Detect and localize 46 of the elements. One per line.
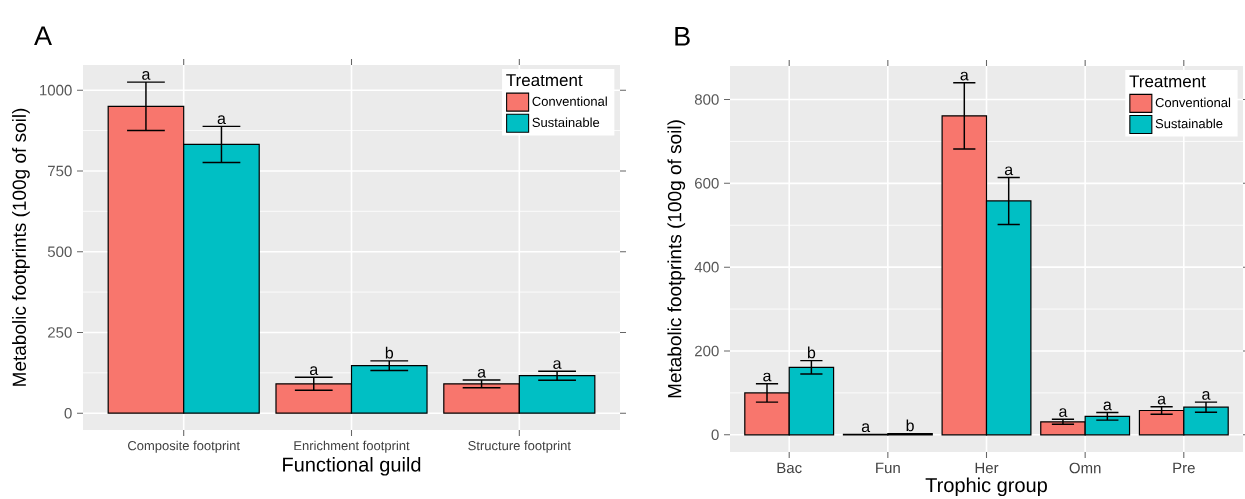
data-label: a: [861, 423, 871, 433]
y-tick-label: 0: [64, 407, 72, 419]
legend-label: Conventional: [532, 96, 607, 106]
y-tick-label: 250: [48, 327, 72, 338]
legend-label: Sustainable: [1155, 118, 1223, 129]
y-tick-label: 750: [48, 165, 72, 177]
legend-title: Treatment: [1129, 75, 1206, 88]
y-tick-label: 500: [47, 246, 72, 257]
data-label: b: [385, 346, 394, 359]
data-label: a: [1202, 391, 1211, 400]
y-tick-label: 0: [711, 429, 719, 441]
y-axis-title: Metabolic footprints (100g of soil): [12, 108, 30, 386]
legend-title: Treatment: [506, 74, 583, 87]
chart-title: A: [34, 26, 52, 45]
data-label: a: [142, 71, 151, 80]
legend-label: Conventional: [1155, 97, 1231, 108]
y-axis-title: Metabolic footprints (100g of soil): [667, 120, 686, 398]
data-label: a: [217, 115, 226, 125]
data-label: a: [553, 360, 562, 369]
y-tick-label: 400: [694, 261, 719, 273]
data-label: a: [763, 372, 772, 382]
x-tick-label: Structure footprint: [468, 440, 571, 453]
x-tick-label: Pre: [1173, 462, 1195, 474]
x-tick-label: Enrichment footprint: [294, 440, 410, 453]
y-tick-label: 800: [694, 94, 719, 105]
data-label: a: [1004, 166, 1014, 176]
data-label: a: [1059, 408, 1068, 418]
data-label: a: [477, 368, 486, 378]
data-label: b: [807, 346, 816, 359]
x-tick-label: Composite footprint: [128, 440, 240, 453]
legend-label: Sustainable: [532, 117, 600, 128]
data-label: a: [309, 366, 319, 376]
y-tick-label: 200: [695, 345, 719, 357]
data-label: a: [1157, 395, 1167, 405]
chart-title: B: [675, 26, 690, 46]
data-label: a: [960, 71, 969, 81]
x-tick-label: Bac: [777, 462, 802, 474]
data-label: a: [1103, 401, 1112, 411]
x-axis-title: Trophic group: [925, 477, 1047, 497]
y-tick-label: 1000: [40, 84, 72, 96]
x-tick-label: Omn: [1069, 462, 1101, 474]
x-tick-label: Fun: [876, 462, 900, 474]
y-tick-label: 600: [695, 178, 719, 189]
x-axis-title: Functional guild: [283, 456, 421, 476]
x-tick-label: Her: [975, 462, 999, 474]
data-label: b: [906, 419, 914, 432]
